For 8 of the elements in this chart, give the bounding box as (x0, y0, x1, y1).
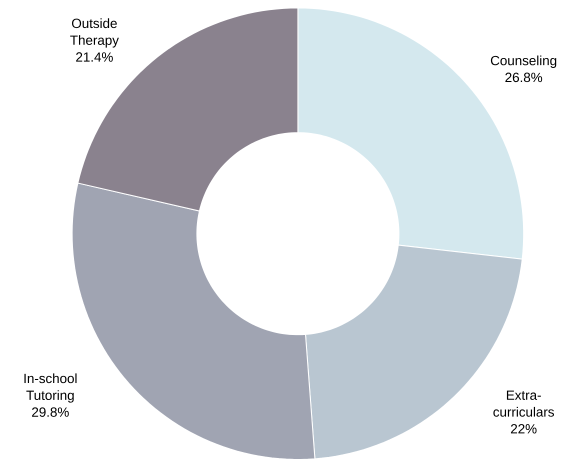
slice-label: Extra-curriculars (493, 390, 554, 417)
slice-label: Outside Therapy (70, 18, 119, 48)
data-label: 21.4% (76, 52, 113, 62)
slice-label: Counseling (490, 56, 556, 68)
data-label: 22% (510, 424, 537, 434)
data-label: 26.8% (505, 72, 542, 82)
data-label: 29.8% (32, 407, 69, 417)
slice-label: In-school Tutoring (24, 373, 77, 403)
